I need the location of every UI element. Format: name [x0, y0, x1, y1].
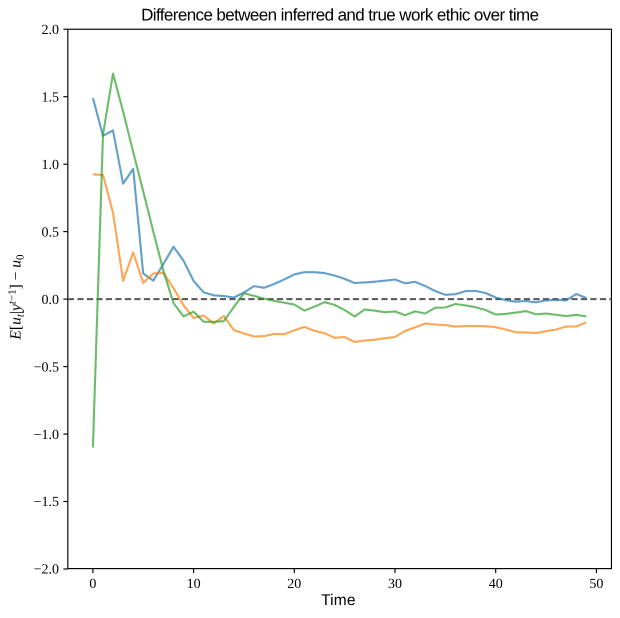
svg-text:30: 30 — [388, 577, 402, 592]
svg-text:1.5: 1.5 — [42, 90, 60, 105]
svg-text:0.0: 0.0 — [42, 293, 60, 308]
svg-text:Time: Time — [321, 592, 356, 609]
svg-text:E[ut|yt−1] − u0: E[ut|yt−1] − u0 — [7, 254, 27, 341]
svg-text:−1.5: −1.5 — [34, 495, 59, 510]
svg-text:0.5: 0.5 — [42, 225, 60, 240]
svg-text:2.0: 2.0 — [42, 23, 60, 38]
svg-text:−0.5: −0.5 — [34, 360, 59, 375]
svg-text:50: 50 — [589, 577, 603, 592]
svg-text:Difference between inferred an: Difference between inferred and true wor… — [141, 5, 538, 24]
svg-text:−2.0: −2.0 — [34, 563, 59, 578]
svg-text:40: 40 — [489, 577, 503, 592]
svg-text:1.0: 1.0 — [42, 158, 60, 173]
svg-text:−1.0: −1.0 — [34, 428, 59, 443]
svg-text:20: 20 — [287, 577, 301, 592]
svg-text:10: 10 — [187, 577, 201, 592]
svg-text:0: 0 — [89, 577, 96, 592]
